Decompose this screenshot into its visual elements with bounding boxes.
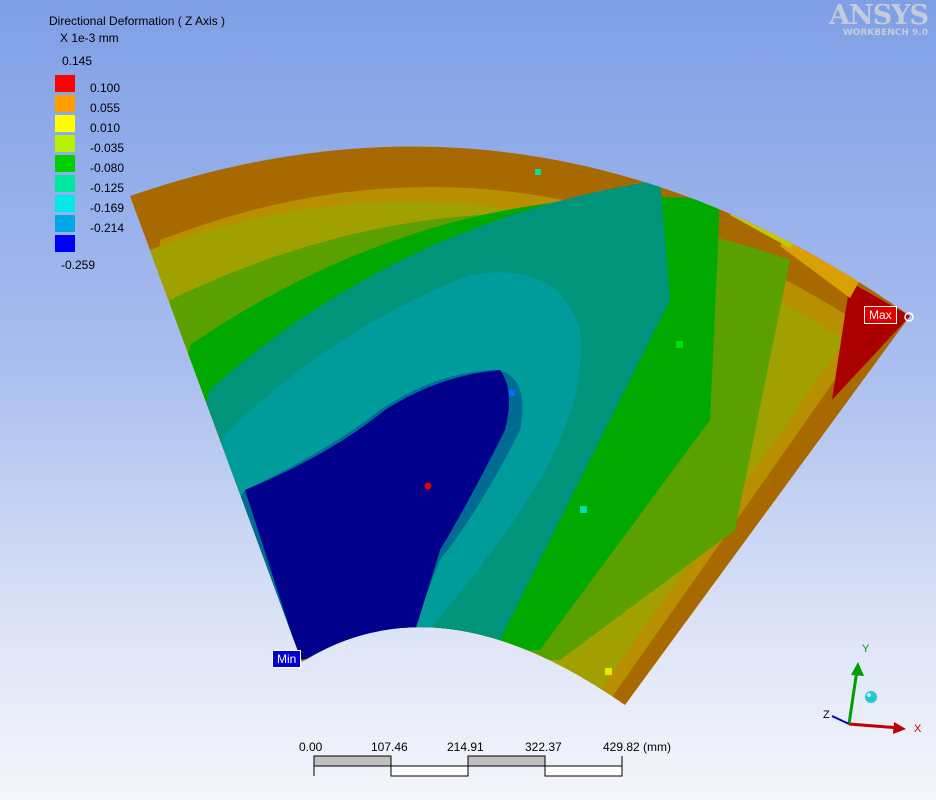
x-axis-label: X	[914, 723, 922, 735]
node-marker	[605, 668, 612, 675]
legend-title: Directional Deformation ( Z Axis )	[49, 14, 226, 28]
legend-swatch	[55, 155, 75, 172]
legend-value-label: -0.125	[90, 181, 125, 195]
legend-swatch	[55, 95, 75, 112]
logo-product: WORKBENCH 9.0	[842, 28, 928, 38]
legend-value-label: 0.100	[90, 81, 121, 95]
node-marker	[676, 341, 683, 348]
node-marker	[580, 506, 587, 513]
legend-value-label: 0.010	[90, 121, 121, 135]
logo-name: ANSYS	[829, 0, 929, 31]
legend-value-label: 0.055	[90, 101, 121, 115]
legend-swatch	[55, 215, 75, 232]
legend-swatch	[55, 115, 75, 132]
legend-swatch	[55, 175, 75, 192]
centroid-marker	[424, 482, 432, 490]
scale-tick-label: 429.82 (mm)	[603, 740, 672, 754]
legend-swatch	[55, 195, 75, 212]
z-axis-label: Z	[823, 709, 830, 721]
band-orange-edge	[780, 232, 860, 298]
band-min	[245, 370, 509, 660]
scale-tick-label: 322.37	[525, 740, 562, 754]
legend-value-label: -0.035	[90, 141, 125, 155]
legend-swatch	[55, 75, 75, 92]
scale-tick-label: 107.46	[371, 740, 408, 754]
legend-value-label: -0.080	[90, 161, 125, 175]
y-axis-label: Y	[862, 643, 870, 655]
legend-value-label: -0.169	[90, 201, 125, 215]
node-marker	[509, 390, 515, 396]
scale-tick-label: 0.00	[299, 740, 323, 754]
legend-units: X 1e-3 mm	[60, 31, 119, 45]
legend-min-value: -0.259	[61, 258, 96, 272]
legend-swatch	[55, 135, 75, 152]
legend-max-value: 0.145	[62, 54, 93, 68]
max-probe-label[interactable]: Max	[864, 306, 897, 324]
min-probe-label[interactable]: Min	[272, 650, 302, 668]
legend-value-label: -0.214	[90, 221, 125, 235]
max-pin-icon	[904, 312, 914, 322]
node-marker	[535, 169, 541, 175]
scale-tick-label: 214.91	[447, 740, 484, 754]
ansys-logo: ANSYS WORKBENCH 9.0	[829, 0, 929, 39]
legend-swatch	[55, 235, 75, 252]
